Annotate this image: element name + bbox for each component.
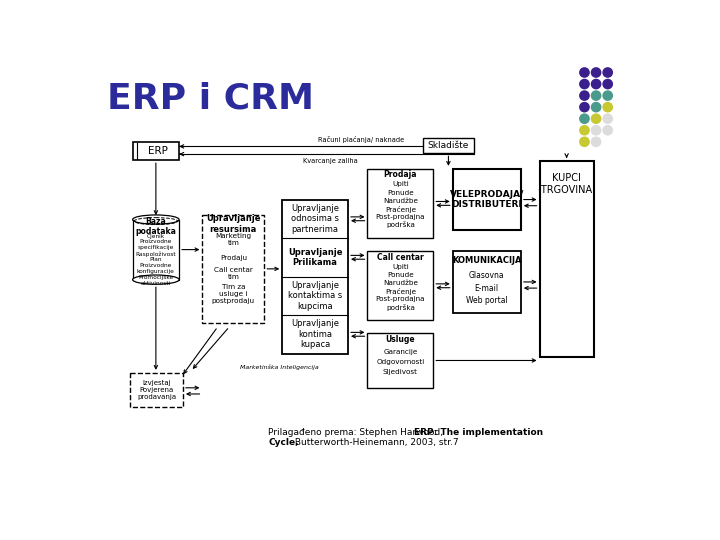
FancyBboxPatch shape <box>367 251 433 320</box>
Circle shape <box>603 114 612 123</box>
FancyBboxPatch shape <box>132 220 179 280</box>
Text: Upravljanje
resursima: Upravljanje resursima <box>206 214 261 234</box>
Circle shape <box>580 103 589 112</box>
Circle shape <box>591 114 600 123</box>
Text: KUPCI
(TRGOVINA): KUPCI (TRGOVINA) <box>537 173 596 195</box>
Text: Marketinška Inteligencija: Marketinška Inteligencija <box>240 364 319 370</box>
Text: Izvjestaj
Povjerena
prodavanja: Izvjestaj Povjerena prodavanja <box>137 380 176 400</box>
Text: E-mail: E-mail <box>474 284 499 293</box>
Text: Upravljanje
odnosima s
partnerima: Upravljanje odnosima s partnerima <box>291 204 339 234</box>
Text: Cycle,: Cycle, <box>269 438 299 447</box>
Text: Upiti: Upiti <box>392 264 409 269</box>
FancyBboxPatch shape <box>423 138 474 153</box>
Text: ERP: The implementation: ERP: The implementation <box>414 428 543 437</box>
Text: Tim za
usluge i
postprodaju: Tim za usluge i postprodaju <box>212 284 255 304</box>
Text: Glasovna: Glasovna <box>469 271 505 280</box>
Text: KOMUNIKACIJA: KOMUNIKACIJA <box>452 256 521 265</box>
FancyBboxPatch shape <box>282 200 348 354</box>
Circle shape <box>580 79 589 89</box>
Circle shape <box>580 68 589 77</box>
Text: Praćenje: Praćenje <box>384 288 416 295</box>
Circle shape <box>591 126 600 135</box>
Text: Butterworth-Heinemann, 2003, str.7: Butterworth-Heinemann, 2003, str.7 <box>292 438 458 447</box>
FancyBboxPatch shape <box>130 373 183 408</box>
FancyBboxPatch shape <box>367 168 433 238</box>
Circle shape <box>603 103 612 112</box>
Circle shape <box>591 79 600 89</box>
Text: Prodaja: Prodaja <box>384 171 417 179</box>
Circle shape <box>591 103 600 112</box>
FancyBboxPatch shape <box>453 168 521 231</box>
Text: Marketing
tim: Marketing tim <box>215 233 251 246</box>
Text: ERP i CRM: ERP i CRM <box>107 82 314 116</box>
Text: Cjenik
Proizvodne
specifikacije
Raspoloživost
Plan
Proizvodne
konfiguracije
Prom: Cjenik Proizvodne specifikacije Raspolož… <box>135 234 176 286</box>
Text: Post-prodajna
podrška: Post-prodajna podrška <box>376 214 425 228</box>
Text: Skladište: Skladište <box>428 141 469 150</box>
Circle shape <box>580 126 589 135</box>
Text: Call centar: Call centar <box>377 253 424 262</box>
Circle shape <box>591 137 600 146</box>
Circle shape <box>591 68 600 77</box>
Text: ERP: ERP <box>148 146 168 156</box>
Circle shape <box>603 79 612 89</box>
Text: Ponude: Ponude <box>387 190 414 195</box>
Circle shape <box>603 91 612 100</box>
Text: Baza
podataka: Baza podataka <box>135 217 176 236</box>
FancyBboxPatch shape <box>132 142 179 160</box>
Text: Prodaju: Prodaju <box>220 255 247 261</box>
Text: VELEPRODAJA/
DISTRIBUTERI: VELEPRODAJA/ DISTRIBUTERI <box>449 190 524 209</box>
Circle shape <box>580 137 589 146</box>
Text: Sljedivost: Sljedivost <box>383 369 418 375</box>
FancyBboxPatch shape <box>453 251 521 313</box>
Text: Prilagađeno prema: Stephen Harwood,: Prilagađeno prema: Stephen Harwood, <box>269 428 446 437</box>
Text: Kvarcanje zaliha: Kvarcanje zaliha <box>303 158 358 164</box>
Text: Upravljanje
kontaktima s
kupcima: Upravljanje kontaktima s kupcima <box>288 281 342 310</box>
Circle shape <box>603 68 612 77</box>
Text: Upravljanje
Prilikama: Upravljanje Prilikama <box>288 248 343 267</box>
Text: Praćenje: Praćenje <box>384 206 416 213</box>
Text: Call centar
tim: Call centar tim <box>214 267 253 280</box>
Text: Web portal: Web portal <box>466 296 508 305</box>
Circle shape <box>580 114 589 123</box>
Ellipse shape <box>132 275 179 284</box>
Ellipse shape <box>132 215 179 224</box>
Circle shape <box>603 126 612 135</box>
Text: Garancije: Garancije <box>383 349 418 355</box>
Circle shape <box>580 91 589 100</box>
Text: Ponude: Ponude <box>387 272 414 278</box>
Text: Upravljanje
kontima
kupaca: Upravljanje kontima kupaca <box>291 319 339 349</box>
Text: Narudžbe: Narudžbe <box>383 198 418 204</box>
Text: Post-prodajna
podrška: Post-prodajna podrška <box>376 296 425 310</box>
Circle shape <box>591 91 600 100</box>
Text: Odgovornosti: Odgovornosti <box>377 359 425 365</box>
Text: Računi plaćanja/ naknade: Računi plaćanja/ naknade <box>318 136 405 143</box>
FancyBboxPatch shape <box>539 161 594 357</box>
FancyBboxPatch shape <box>202 215 264 323</box>
Text: Narudžbe: Narudžbe <box>383 280 418 287</box>
Text: Usluge: Usluge <box>386 335 415 344</box>
FancyBboxPatch shape <box>367 333 433 388</box>
Text: Upiti: Upiti <box>392 181 409 187</box>
